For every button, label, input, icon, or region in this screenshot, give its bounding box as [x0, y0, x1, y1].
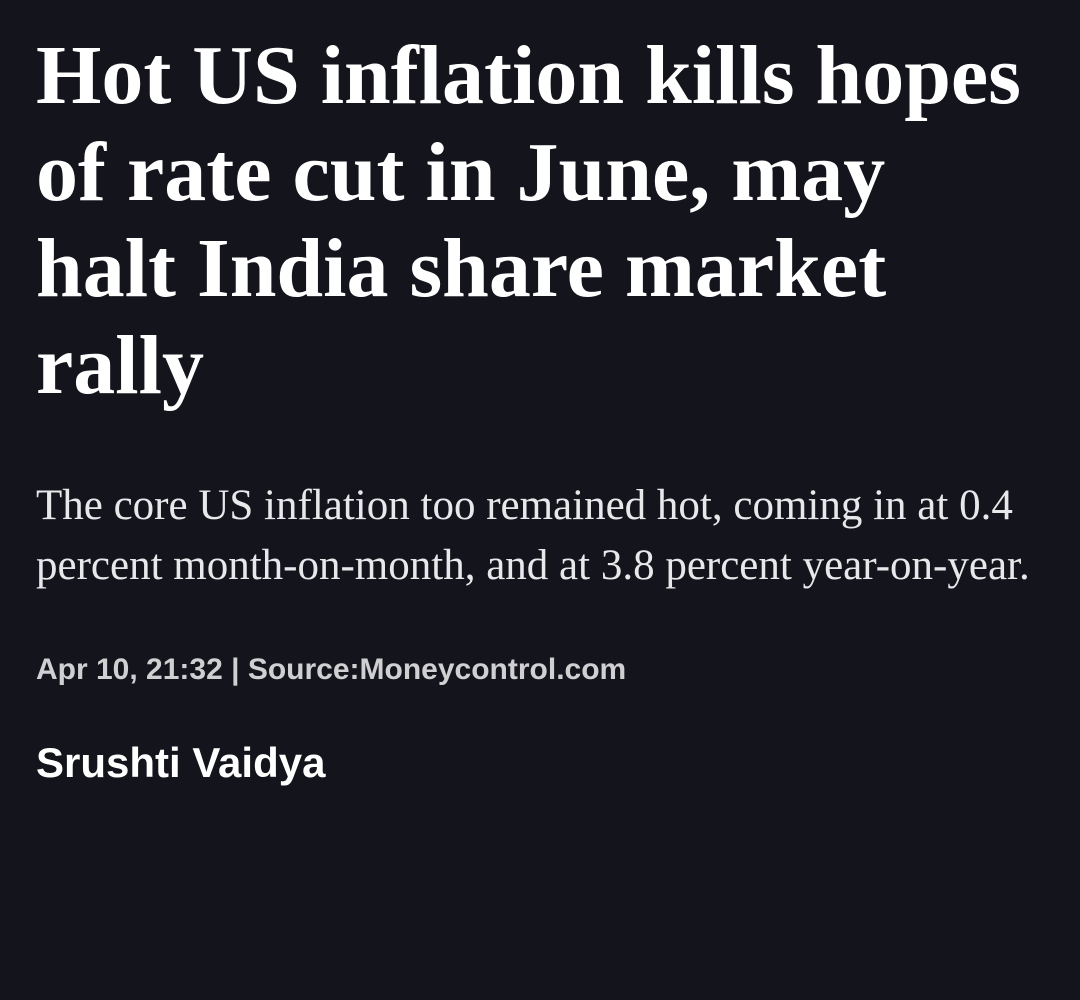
article-author: Srushti Vaidya — [36, 739, 1044, 787]
article-meta: Apr 10, 21:32 | Source:Moneycontrol.com — [36, 653, 1044, 687]
article-headline: Hot US inflation kills hopes of rate cut… — [36, 28, 1044, 414]
article-subheading: The core US inflation too remained hot, … — [36, 476, 1044, 595]
